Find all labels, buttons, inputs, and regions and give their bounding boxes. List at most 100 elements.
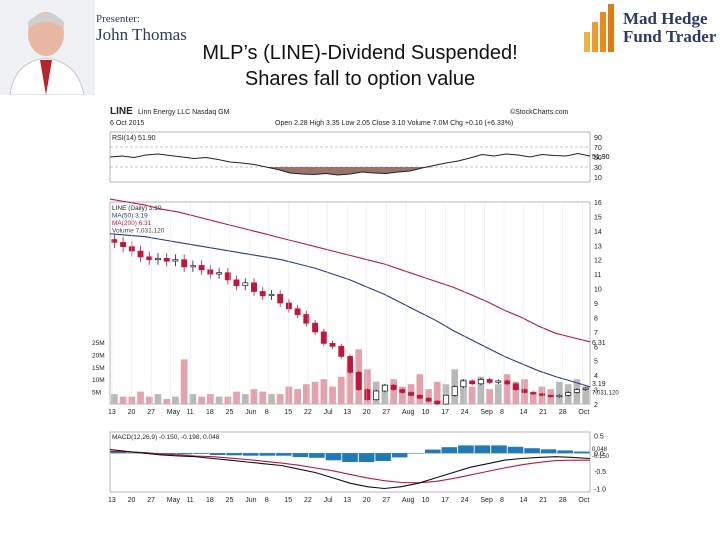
macd-hist-bar <box>491 445 507 454</box>
candle-body <box>207 269 214 275</box>
volume-bar <box>529 391 537 404</box>
volume-bar <box>416 374 424 404</box>
ma200-last-value: 6.31 <box>592 340 606 347</box>
macd-x-tick: 13 <box>108 497 116 504</box>
price-tick-label: 16 <box>594 200 602 207</box>
candle-body <box>381 384 388 392</box>
macd-x-tick: 24 <box>461 497 469 504</box>
candle-body <box>573 389 580 393</box>
candle-body <box>477 379 484 385</box>
price-tick-label: 14 <box>594 229 602 236</box>
volume-bar <box>337 376 345 404</box>
macd-hist-bar <box>209 453 226 455</box>
slide-title: MLP’s (LINE)-Dividend Suspended! Shares … <box>150 40 570 92</box>
macd-signal-line <box>109 450 590 484</box>
volume-bar <box>364 369 371 404</box>
presenter-photo <box>0 0 140 96</box>
volume-bar <box>119 396 127 404</box>
price-x-tick: 20 <box>128 409 136 416</box>
candle-body <box>224 272 231 281</box>
candle-body <box>565 392 572 396</box>
price-x-tick: 13 <box>343 409 351 416</box>
candle-body <box>512 383 519 390</box>
candle-body <box>355 371 362 390</box>
macd-x-tick: 27 <box>147 497 155 504</box>
price-x-tick: Jul <box>324 409 333 416</box>
presenter-name: John Thomas <box>96 24 187 44</box>
macd-x-tick: 20 <box>363 497 371 504</box>
macd-x-tick: 14 <box>520 497 528 504</box>
volume-bar <box>285 386 293 404</box>
price-x-tick: 24 <box>461 409 469 416</box>
price-x-tick: 10 <box>422 409 430 416</box>
candle-body <box>137 250 144 258</box>
candle-body <box>495 380 502 383</box>
price-tick-label: 8 <box>594 315 598 322</box>
candle-body <box>155 257 161 261</box>
candle-body <box>285 302 292 310</box>
rsi-line <box>109 152 591 176</box>
volume-bar <box>468 386 476 404</box>
price-tick-label: 15 <box>594 214 602 221</box>
macd-x-tick: 27 <box>382 497 390 504</box>
volume-bar <box>433 381 441 404</box>
price-tick-label: 10 <box>594 287 602 294</box>
volume-bar <box>145 396 153 404</box>
slide-title-line2: Shares fall to option value <box>244 68 476 90</box>
volume-bar <box>128 396 136 404</box>
volume-bar <box>180 359 188 404</box>
macd-x-tick: 20 <box>128 497 136 504</box>
macd-hist-bar <box>193 453 209 454</box>
macd-hist-bar <box>391 453 408 458</box>
volume-bar <box>460 379 467 404</box>
macd-hist-bar <box>441 447 458 454</box>
volume-bar <box>311 381 319 404</box>
volume-bar <box>233 391 240 404</box>
price-legend-item: LINE (Daily) 3.10 <box>112 205 162 212</box>
macd-x-tick: 17 <box>441 497 449 504</box>
candle-body <box>172 259 179 262</box>
price-legend-item: MA(200) 6.31 <box>112 220 152 227</box>
candle-body <box>434 400 441 405</box>
volume-last-value: 7,031,120 <box>592 391 619 397</box>
macd-tick-label: 0.0 <box>594 451 604 458</box>
candle-body <box>460 380 467 388</box>
macd-hist-bar <box>242 453 259 456</box>
volume-bar <box>381 384 389 404</box>
volume-bar <box>172 396 179 404</box>
candle-body <box>556 394 563 398</box>
macd-hist-bar <box>259 453 276 456</box>
macd-x-tick: 10 <box>422 497 430 504</box>
quote-line: Open 2.28 High 3.35 Low 2.05 Close 3.10 … <box>275 120 513 127</box>
macd-x-tick: 8 <box>500 497 504 504</box>
company-label: Linn Energy LLC Nasdaq GM <box>138 109 230 116</box>
rsi-label: RSI(14) 51.90 <box>112 135 156 142</box>
volume-bar <box>329 386 336 404</box>
macd-last-value: -0.150 <box>592 454 610 460</box>
price-x-tick: 20 <box>363 409 371 416</box>
rsi-tick-label: 50 <box>594 155 602 162</box>
macd-hist-bar <box>507 446 524 454</box>
macd-x-tick: 28 <box>559 497 567 504</box>
price-x-tick: Jun <box>245 409 256 416</box>
price-tick-label: 5 <box>594 359 598 366</box>
brand-name: Mad Hedge Fund Trader <box>623 10 716 46</box>
candle-body <box>312 322 319 333</box>
candle-body <box>146 256 153 261</box>
volume-bar <box>276 394 284 404</box>
price-tick-label: 9 <box>594 301 598 308</box>
macd-hist-bar <box>474 445 491 454</box>
volume-bar <box>154 394 162 404</box>
candle-body <box>547 394 554 398</box>
price-x-tick: 17 <box>441 409 449 416</box>
candle-body <box>469 380 476 385</box>
candle-body <box>277 293 284 304</box>
macd-x-tick: 25 <box>226 497 234 504</box>
macd-tick-label: -1.0 <box>594 486 606 493</box>
volume-bar <box>137 391 144 404</box>
brand-line1: Mad Hedge <box>623 9 708 28</box>
price-x-tick: 25 <box>226 409 234 416</box>
macd-x-tick: 21 <box>539 497 547 504</box>
candle-body <box>120 242 127 248</box>
macd-x-tick: Sep <box>480 497 493 504</box>
